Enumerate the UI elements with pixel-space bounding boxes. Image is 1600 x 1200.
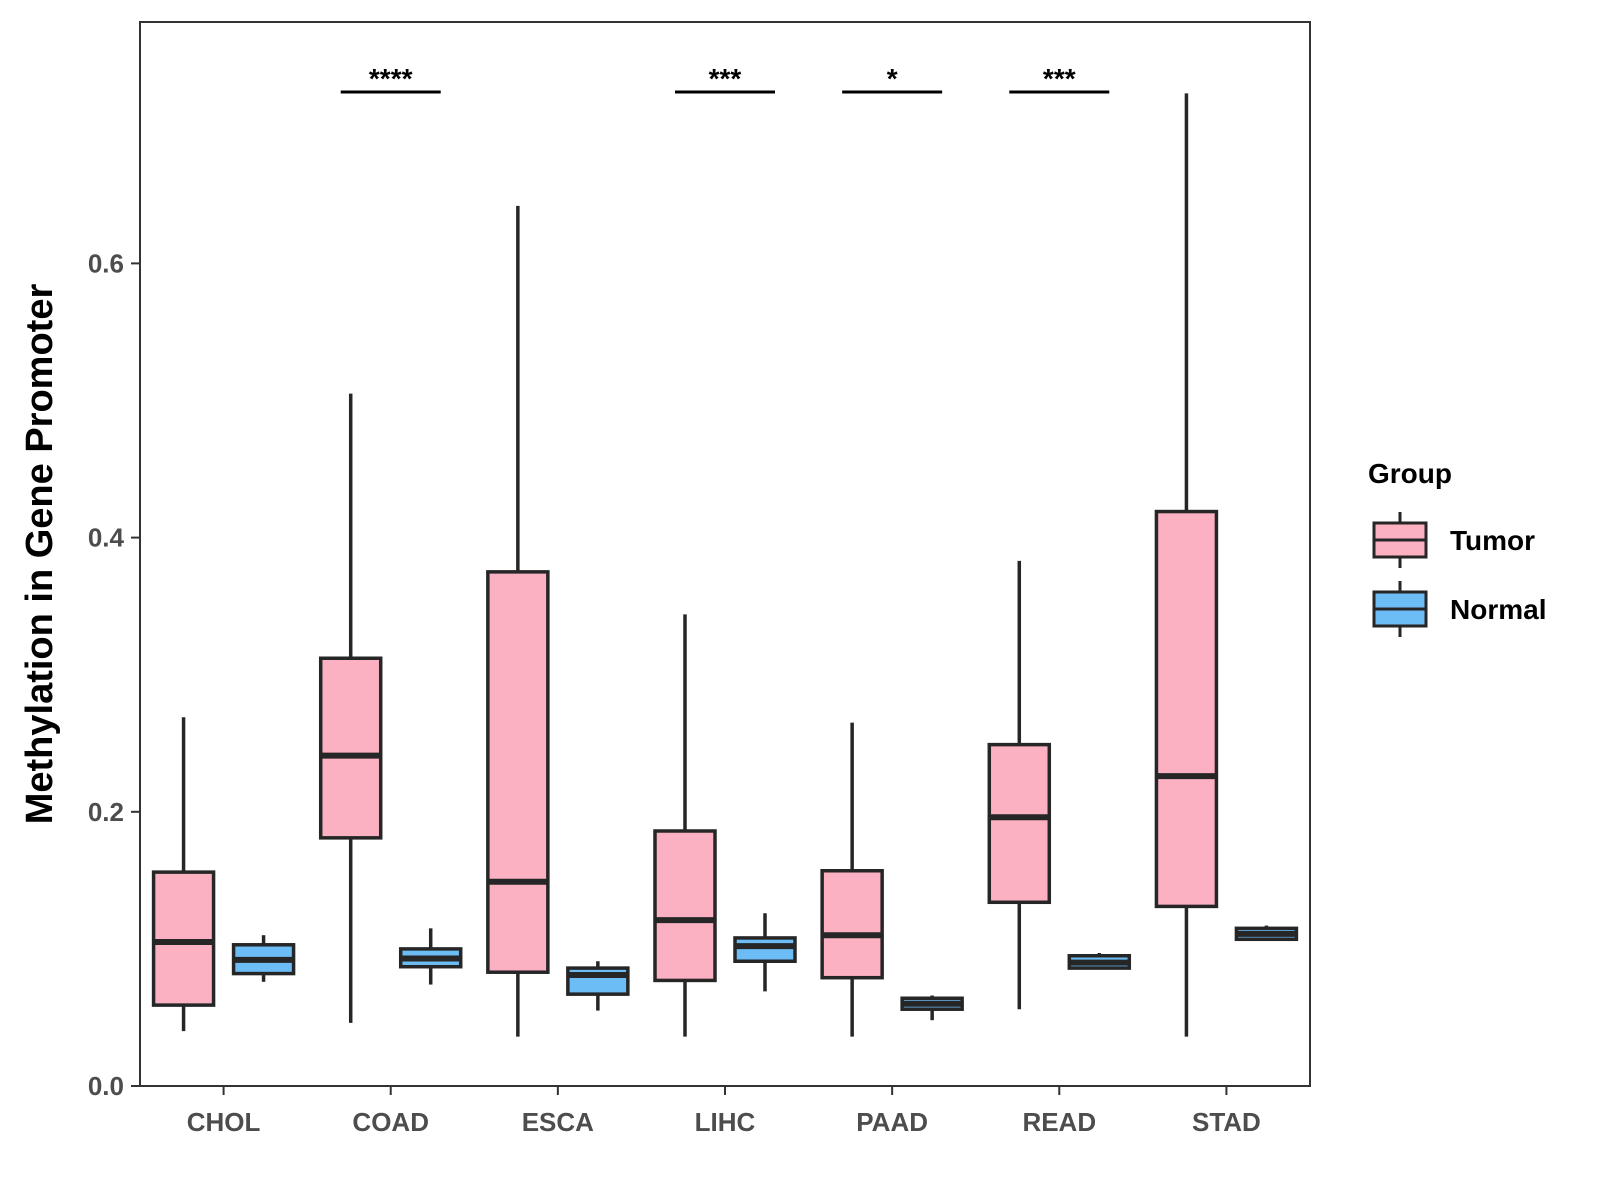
significance-label: * (887, 63, 898, 94)
box-tumor-paad (820, 722, 884, 1037)
y-tick-label: 0.0 (88, 1071, 124, 1101)
box-normal-chol (231, 935, 296, 982)
box-tumor-lihc (653, 614, 717, 1037)
box-normal-lihc (733, 913, 797, 992)
x-tick-label: ESCA (522, 1107, 594, 1137)
legend-label-normal: Normal (1450, 594, 1546, 625)
plot-panel (139, 21, 1311, 1087)
box-body (486, 570, 550, 974)
box-tumor-read (987, 560, 1052, 1010)
significance-layer: **** *** * *** (340, 63, 1110, 94)
x-axis: CHOL COAD ESCA LIHC PAAD READ STAD (187, 1086, 1261, 1137)
box-body (151, 870, 216, 1007)
box-body (987, 742, 1052, 905)
legend-title: Group (1368, 458, 1452, 489)
y-tick-label: 0.4 (88, 523, 125, 553)
legend: Group Tumor Normal (1368, 458, 1546, 637)
box-body (1154, 509, 1219, 909)
x-tick-label: PAAD (856, 1107, 928, 1137)
y-tick-label: 0.6 (88, 248, 124, 278)
x-tick-label: CHOL (187, 1107, 261, 1137)
x-tick-label: LIHC (695, 1107, 756, 1137)
box-layer (151, 93, 1299, 1037)
box-body (820, 869, 884, 980)
box-tumor-stad (1154, 93, 1219, 1037)
box-normal-read (1067, 953, 1132, 970)
box-body (318, 656, 383, 840)
x-tick-label: READ (1022, 1107, 1096, 1137)
box-body (653, 829, 717, 983)
significance-label: *** (709, 63, 742, 94)
box-normal-stad (1234, 925, 1299, 942)
box-normal-paad (900, 995, 964, 1021)
legend-label-tumor: Tumor (1450, 525, 1535, 556)
box-normal-esca (566, 961, 630, 1011)
box-tumor-coad (318, 393, 383, 1023)
significance-label: *** (1043, 63, 1076, 94)
significance-label: **** (369, 63, 413, 94)
box-tumor-esca (486, 205, 550, 1037)
box-tumor-chol (151, 717, 216, 1032)
y-tick-label: 0.2 (88, 797, 124, 827)
y-axis-title: Methylation in Gene Promoter (19, 284, 61, 825)
x-tick-label: STAD (1192, 1107, 1261, 1137)
box-normal-coad (398, 928, 463, 985)
x-tick-label: COAD (352, 1107, 429, 1137)
box-body (733, 936, 797, 963)
y-axis: 0.0 0.2 0.4 0.6 (88, 248, 140, 1101)
